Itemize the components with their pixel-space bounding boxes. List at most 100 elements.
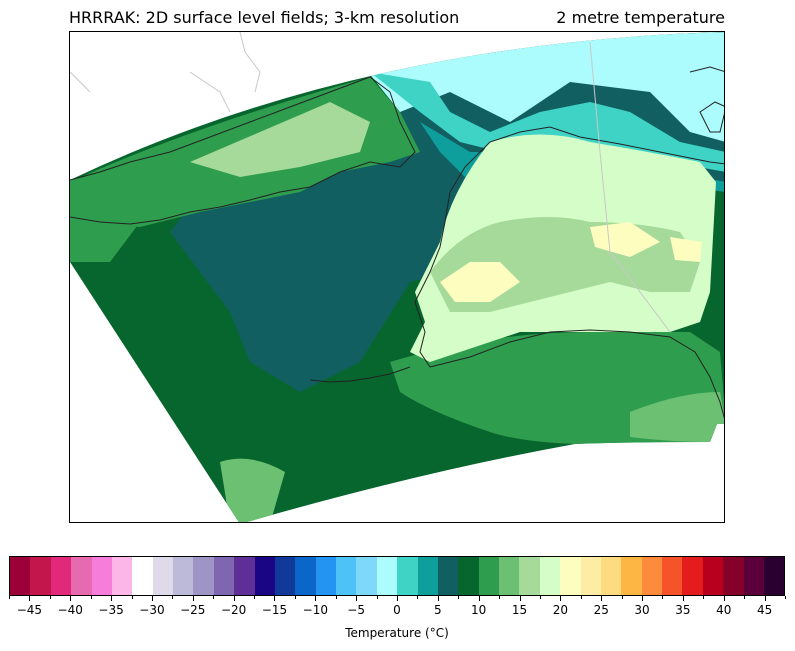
colorbar-swatch bbox=[71, 557, 92, 595]
colorbar-swatch bbox=[417, 557, 438, 595]
colorbar-swatch bbox=[458, 557, 479, 595]
arctic-ice-light bbox=[360, 32, 724, 142]
aleutian-chain bbox=[309, 366, 411, 383]
colorbar-swatch bbox=[213, 557, 235, 595]
colorbar-swatch bbox=[478, 557, 499, 595]
colorbar-minor-tick bbox=[785, 596, 786, 599]
colorbar-minor-tick bbox=[662, 596, 664, 599]
colorbar-major-tick bbox=[478, 596, 480, 601]
colorbar-major-tick bbox=[192, 596, 194, 601]
colorbar-tick-label: −20 bbox=[220, 603, 247, 617]
colorbar-major-tick bbox=[315, 596, 317, 601]
colorbar-swatch bbox=[30, 557, 51, 595]
colorbar-swatch bbox=[234, 557, 255, 595]
alaska-hot-spots bbox=[440, 222, 702, 302]
colorbar-major-tick bbox=[642, 596, 644, 601]
colorbar-minor-tick bbox=[9, 596, 10, 599]
colorbar-minor-tick bbox=[539, 596, 541, 599]
colorbar-minor-tick bbox=[294, 596, 296, 599]
colorbar-major-tick bbox=[601, 596, 603, 601]
alaska-temperature-map bbox=[70, 32, 724, 522]
colorbar-minor-tick bbox=[254, 596, 256, 599]
colorbar-major-tick bbox=[111, 596, 113, 601]
map-outlines bbox=[70, 32, 724, 419]
colorbar-major-tick bbox=[397, 596, 398, 601]
colorbar-major-tick bbox=[764, 596, 766, 601]
colorbar-major-tick bbox=[560, 596, 562, 601]
national-border bbox=[70, 32, 671, 333]
colorbar-swatch bbox=[193, 557, 214, 595]
colorbar-major-tick bbox=[437, 596, 439, 601]
colorbar-swatch bbox=[437, 557, 459, 595]
coastline-gulf bbox=[429, 329, 724, 419]
colorbar-tick-label: 30 bbox=[634, 603, 650, 617]
colorbar-minor-tick bbox=[49, 596, 51, 599]
colorbar-major-tick bbox=[70, 596, 72, 601]
colorbar-swatch bbox=[111, 557, 133, 595]
colorbar-swatch bbox=[499, 557, 520, 595]
colorbar-minor-tick bbox=[90, 596, 92, 599]
colorbar-major-tick bbox=[682, 596, 684, 601]
colorbar-swatch bbox=[662, 557, 683, 595]
colorbar-major-tick bbox=[151, 596, 153, 601]
colorbar-minor-tick bbox=[499, 596, 501, 599]
colorbar-swatch bbox=[580, 557, 601, 595]
colorbar-major-tick bbox=[233, 596, 235, 601]
colorbar-swatch bbox=[621, 557, 642, 595]
colorbar-minor-tick bbox=[580, 596, 582, 599]
coastline-canada-arctic bbox=[689, 66, 724, 133]
colorbar-swatch bbox=[295, 557, 316, 595]
colorbar-swatch bbox=[376, 557, 398, 595]
coastline-alaska bbox=[414, 126, 724, 368]
colorbar-swatch bbox=[723, 557, 744, 595]
colorbar-tick-label: −30 bbox=[139, 603, 165, 617]
colorbar-minor-tick bbox=[703, 596, 705, 599]
colorbar-major-tick bbox=[356, 596, 358, 601]
colorbar-tick-label: −40 bbox=[57, 603, 83, 617]
colorbar-minor-tick bbox=[744, 596, 746, 599]
colorbar-swatch bbox=[274, 557, 296, 595]
colorbar-swatch bbox=[132, 557, 153, 595]
colorbar-tick-label: 45 bbox=[756, 603, 773, 617]
colorbar-label: Temperature (°C) bbox=[345, 626, 449, 640]
colorbar-container bbox=[9, 556, 785, 596]
colorbar-swatch bbox=[356, 557, 377, 595]
colorbar-tick-label: 0 bbox=[393, 603, 401, 617]
colorbar-minor-tick bbox=[172, 596, 174, 599]
map-title: HRRRAK: 2D surface level fields; 3-km re… bbox=[69, 8, 460, 27]
colorbar-major-tick bbox=[519, 596, 521, 601]
colorbar-tick-label: 40 bbox=[716, 603, 732, 617]
colorbar-swatch bbox=[50, 557, 72, 595]
colorbar-tick-label: −25 bbox=[180, 603, 206, 617]
colorbar-minor-tick bbox=[458, 596, 460, 599]
coastline-russia bbox=[70, 76, 416, 225]
colorbar-swatch bbox=[560, 557, 581, 595]
colorbar-swatch bbox=[641, 557, 662, 595]
colorbar-tick-label: −45 bbox=[16, 603, 43, 617]
colorbar-tick-label: 35 bbox=[675, 603, 691, 617]
map-panel bbox=[69, 31, 725, 523]
colorbar-swatch bbox=[702, 557, 724, 595]
colorbar-minor-tick bbox=[131, 596, 133, 599]
colorbar-tick-label: 5 bbox=[434, 603, 442, 617]
colorbar-tick-label: 10 bbox=[471, 603, 487, 617]
colorbar-swatch bbox=[763, 557, 785, 595]
colorbar-major-tick bbox=[723, 596, 725, 601]
colorbar bbox=[9, 556, 785, 596]
colorbar-swatch bbox=[91, 557, 112, 595]
colorbar-ticks: −45 −40 −35 −30 −25 −20 −15 −10 −5 0 5 10 15 20 25 30 35… bbox=[9, 596, 786, 626]
colorbar-swatch bbox=[539, 557, 561, 595]
colorbar-tick-label: −15 bbox=[261, 603, 288, 617]
colorbar-major-tick bbox=[29, 596, 31, 601]
russia-warm-area bbox=[190, 102, 370, 177]
colorbar-minor-tick bbox=[417, 596, 419, 599]
colorbar-swatch bbox=[315, 557, 336, 595]
colorbar-swatch bbox=[336, 557, 357, 595]
colorbar-tick-label: 25 bbox=[593, 603, 609, 617]
variable-title: 2 metre temperature bbox=[556, 8, 725, 27]
colorbar-swatch bbox=[254, 557, 275, 595]
colorbar-swatch bbox=[743, 557, 764, 595]
temperature-field bbox=[70, 32, 724, 522]
colorbar-tick-label: 20 bbox=[552, 603, 568, 617]
colorbar-major-tick bbox=[274, 596, 276, 601]
